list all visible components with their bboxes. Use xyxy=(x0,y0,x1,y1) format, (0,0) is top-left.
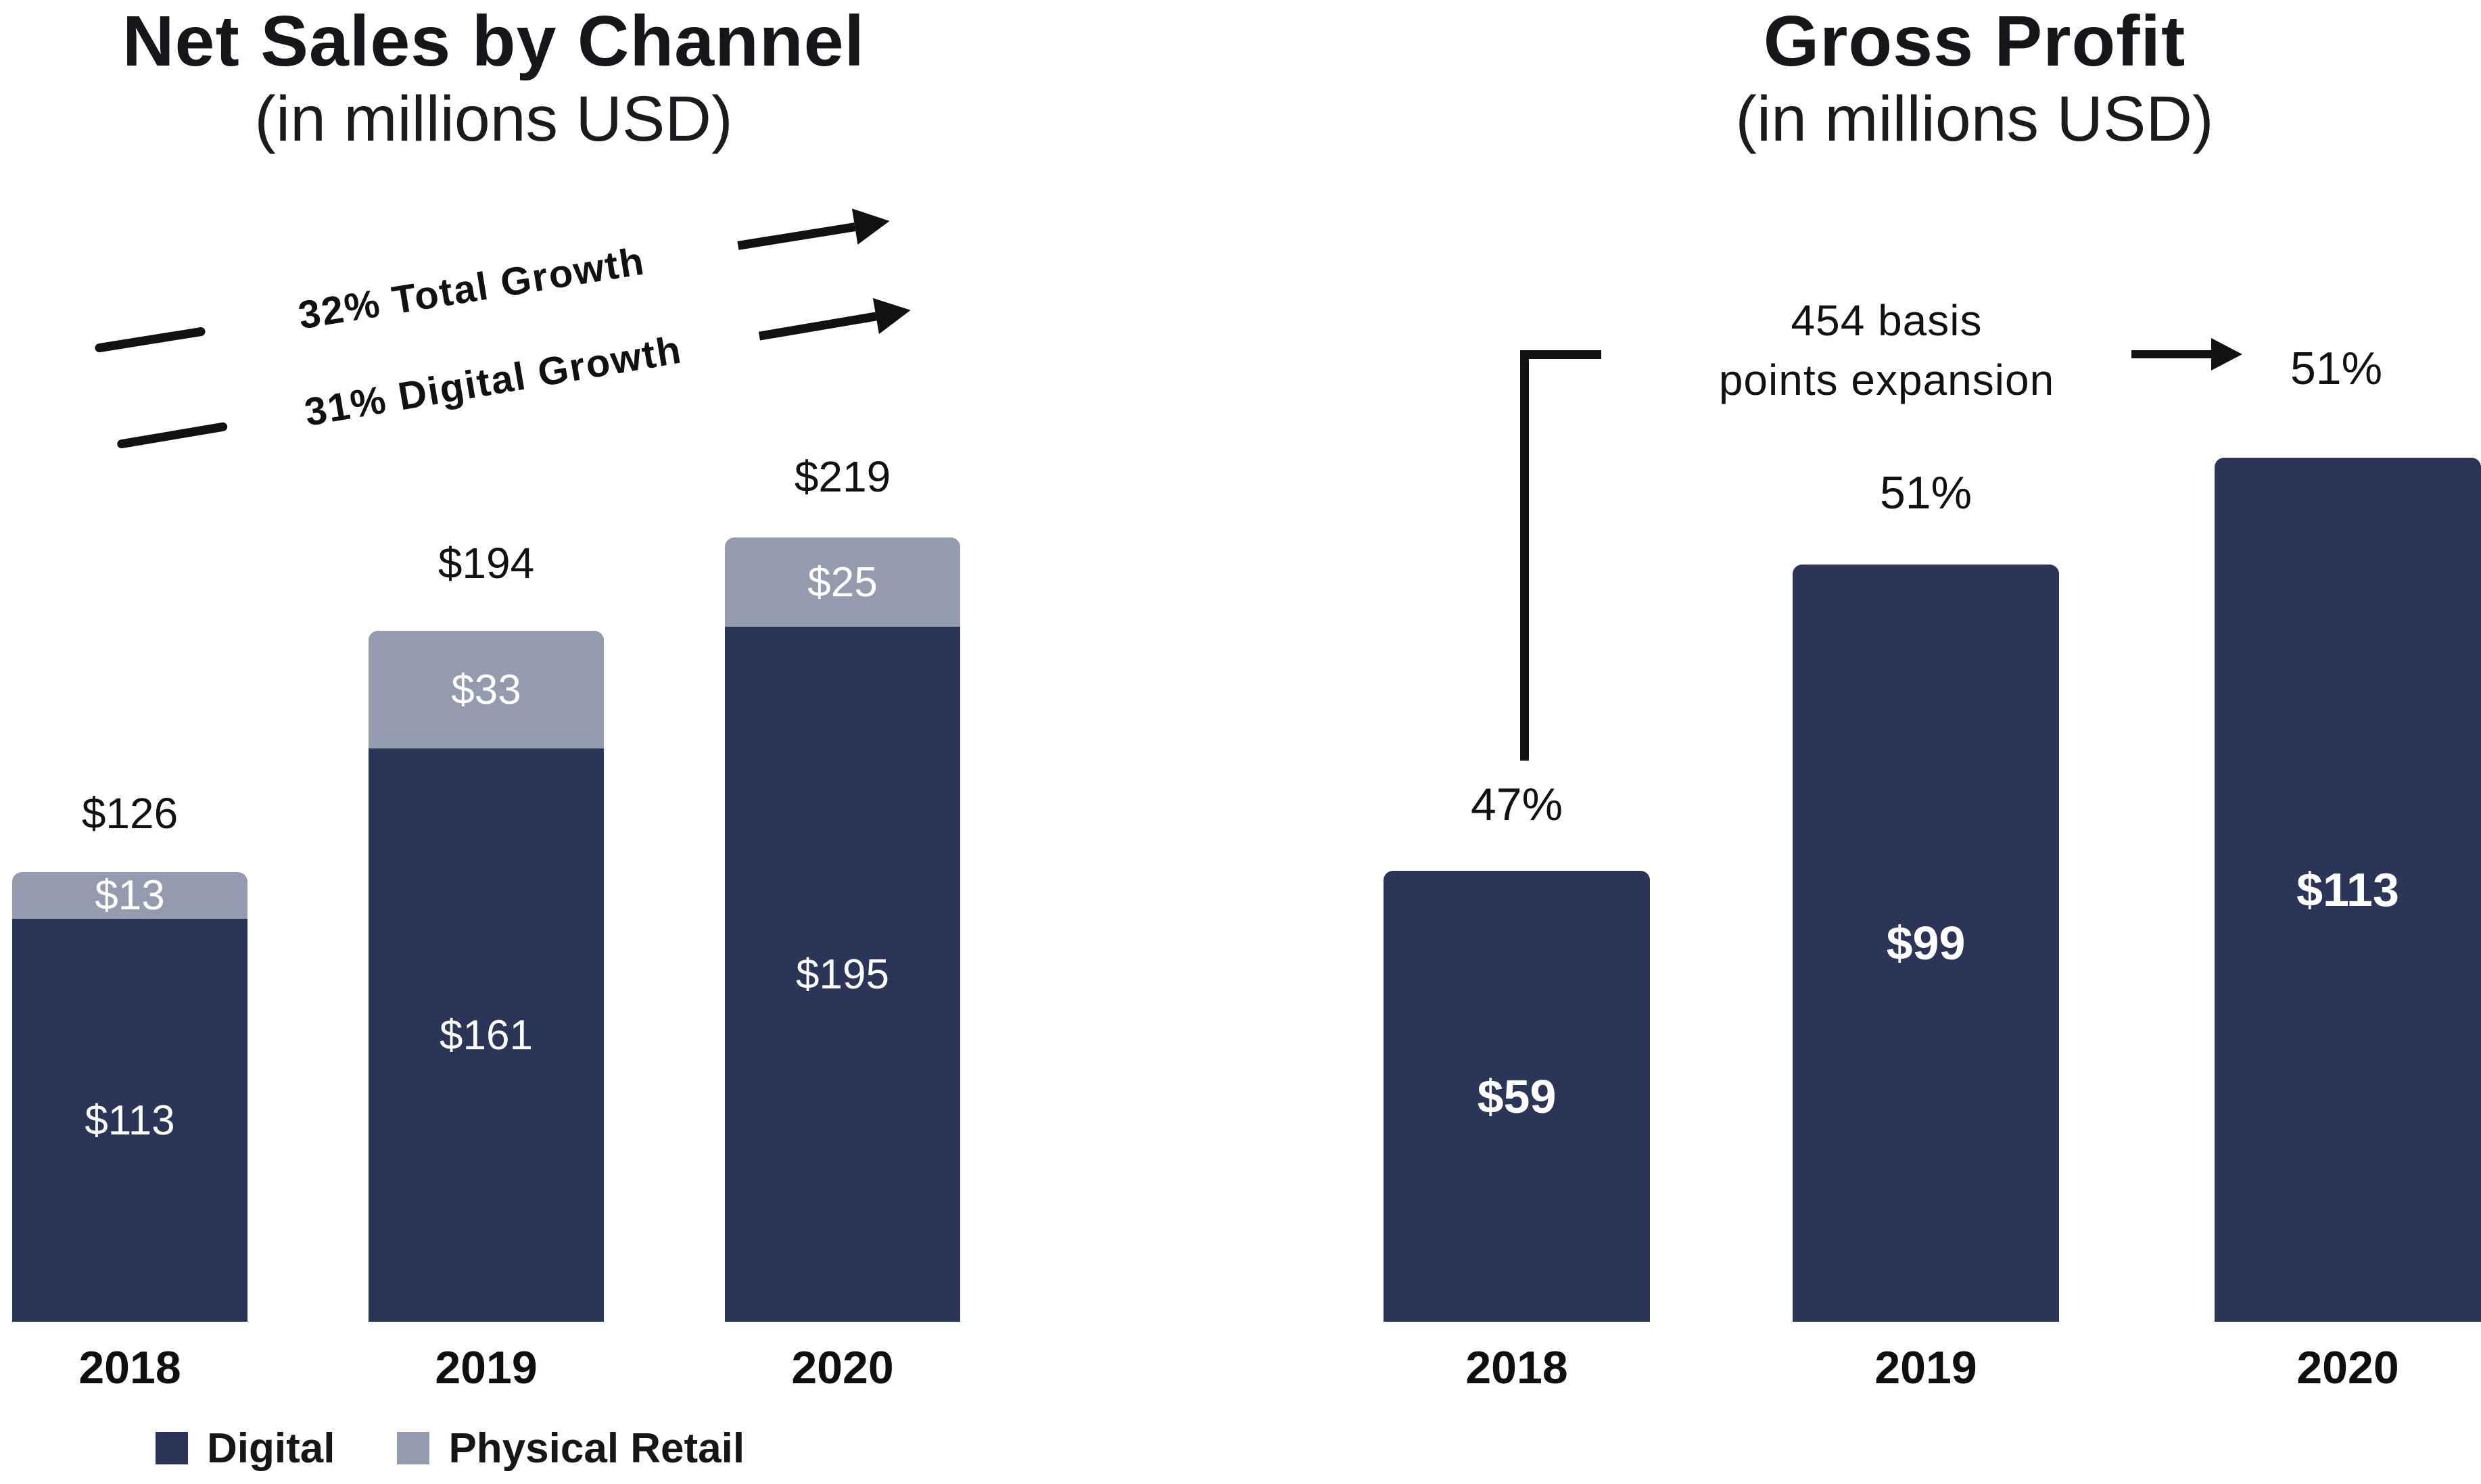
x-axis-label-2018: 2018 xyxy=(78,1342,181,1393)
segment-label: $161 xyxy=(440,1011,533,1059)
chart-title: Gross Profit xyxy=(1763,1,2186,81)
pct-label-2020: 51% xyxy=(2290,343,2383,394)
bar-total-label-2018: $126 xyxy=(81,789,179,838)
pct-label-2019: 51% xyxy=(1879,467,1972,519)
arrow-head-icon xyxy=(851,203,893,245)
x-axis-label-2019: 2019 xyxy=(1874,1342,1977,1393)
digital-growth-label: 31% Digital Growth xyxy=(301,327,686,435)
annotation-dash xyxy=(116,421,229,449)
stacked-bar-2020: $25 $195 xyxy=(725,537,960,1322)
segment-label: $33 xyxy=(451,666,521,713)
segment-label: $25 xyxy=(807,558,878,606)
segment-physical-retail: $13 xyxy=(12,872,247,919)
chart-subtitle: (in millions USD) xyxy=(254,83,733,155)
segment-digital: $113 xyxy=(12,919,247,1322)
pct-label-2018: 47% xyxy=(1470,779,1563,830)
bar-value-label: $113 xyxy=(2296,863,2399,916)
gross-profit-header: Gross Profit (in millions USD) xyxy=(1481,1,2468,157)
stacked-bar-2018: $13 $113 xyxy=(12,872,247,1322)
net-sales-header: Net Sales by Channel (in millions USD) xyxy=(0,1,987,157)
gp-bar-2020: $113 xyxy=(2215,458,2481,1322)
stacked-bar-2019: $33 $161 xyxy=(369,631,604,1322)
annotation-dash xyxy=(94,326,206,353)
arrow-head-icon xyxy=(872,292,914,335)
gp-bar-2019: $99 xyxy=(1793,565,2059,1322)
total-growth-label: 32% Total Growth xyxy=(295,238,648,337)
expansion-bracket-horizontal xyxy=(1520,350,1601,359)
expansion-callout: 454 basis points expansion xyxy=(1636,291,2137,410)
x-axis-label-2020: 2020 xyxy=(2296,1342,2399,1393)
legend-swatch-physical-retail xyxy=(397,1432,430,1464)
expansion-callout-line1: 454 basis xyxy=(1791,296,1983,345)
legend-swatch-digital xyxy=(156,1432,188,1464)
expansion-callout-line2: points expansion xyxy=(1718,356,2055,404)
gp-bar-2018: $59 xyxy=(1384,871,1650,1322)
legend-label-digital: Digital xyxy=(207,1425,335,1472)
expansion-arrow-icon xyxy=(2131,338,2242,370)
arrow-head-icon xyxy=(2211,338,2242,370)
segment-label: $13 xyxy=(95,872,165,919)
bar-value-label: $59 xyxy=(1477,1070,1557,1123)
x-axis-label-2018: 2018 xyxy=(1465,1342,1568,1393)
segment-digital: $195 xyxy=(725,627,960,1322)
legend-label-physical-retail: Physical Retail xyxy=(448,1425,745,1472)
expansion-bracket-vertical xyxy=(1520,350,1529,761)
chart-title: Net Sales by Channel xyxy=(122,1,865,81)
segment-label: $195 xyxy=(796,951,889,998)
segment-label: $113 xyxy=(85,1097,175,1144)
legend: Digital Physical Retail xyxy=(156,1425,745,1472)
segment-digital: $161 xyxy=(369,748,604,1322)
segment-physical-retail: $33 xyxy=(369,631,604,748)
growth-arrow-icon xyxy=(735,203,893,263)
chart-subtitle: (in millions USD) xyxy=(1735,83,2214,155)
bar-total-label-2019: $194 xyxy=(438,539,535,588)
growth-arrow-icon xyxy=(756,292,914,354)
bar-value-label: $99 xyxy=(1886,917,1966,970)
x-axis-label-2019: 2019 xyxy=(435,1342,538,1393)
bar-total-label-2020: $219 xyxy=(794,452,891,501)
segment-physical-retail: $25 xyxy=(725,537,960,627)
x-axis-label-2020: 2020 xyxy=(791,1342,894,1393)
